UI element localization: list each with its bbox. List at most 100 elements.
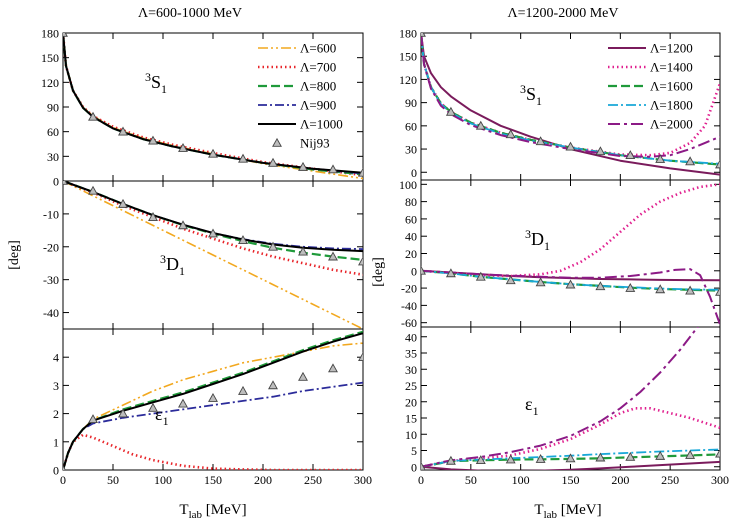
data-point-nij93	[208, 392, 218, 402]
data-point-nij93	[715, 448, 720, 458]
data-point-nij93	[178, 398, 188, 408]
legend-label: Λ=900	[300, 98, 336, 113]
data-point-nij93	[535, 136, 546, 146]
panel-label-subscript: 1	[544, 239, 550, 253]
y-tick-label: 20	[405, 247, 417, 261]
y-tick-label: 150	[399, 50, 417, 64]
series-line-1000	[63, 181, 363, 253]
y-tick-label: 15	[405, 412, 417, 426]
y-tick-label: 90	[47, 101, 59, 115]
panel-right-D1: -60 -40 -20 0 20 40 60 80 100 3D1	[399, 178, 721, 330]
data-point-nij93	[535, 453, 546, 463]
data-point-nij93	[358, 352, 363, 362]
x-tick-label: 250	[304, 473, 322, 487]
panel-right-S1: 03060901201501803S1Λ=1200Λ=1400Λ=1600Λ=1…	[399, 27, 721, 181]
panel-label: 3D1	[160, 252, 185, 278]
panel-label-subscript: 1	[163, 414, 169, 428]
data-point-nij93	[298, 246, 308, 256]
data-point-nij93	[685, 285, 696, 295]
data-point-nij93	[178, 142, 188, 152]
data-point-nij93	[715, 286, 720, 296]
data-point-nij93	[505, 275, 516, 285]
y-tick-label: 30	[405, 143, 417, 157]
data-point-nij93	[565, 279, 576, 289]
data-point-nij93	[445, 455, 456, 465]
data-point-nij93	[118, 198, 128, 208]
panel-frame	[420, 326, 721, 471]
series-line-900	[63, 181, 363, 250]
x-tick-label: 0	[60, 473, 66, 487]
data-point-nij93	[208, 148, 218, 158]
data-point-nij93	[63, 33, 68, 37]
legend-label: Λ=2000	[650, 117, 693, 132]
series-line-600	[63, 342, 363, 470]
y-tick-label: 0	[53, 464, 59, 478]
series-line-2000	[421, 33, 720, 158]
y-tick-label: -40	[43, 306, 59, 320]
data-point-nij93	[238, 385, 248, 395]
data-point-nij93	[88, 111, 98, 121]
y-tick-label: 0	[411, 460, 417, 474]
series-line-1400	[421, 407, 720, 469]
series-group	[421, 33, 720, 176]
data-point-nij93	[148, 212, 158, 221]
x-tick-label: 150	[204, 473, 222, 487]
y-tick-label: 0	[53, 175, 59, 189]
panel-label-letter: S	[526, 84, 536, 104]
data-point-nij93	[88, 414, 98, 424]
y-tick-label: 100	[399, 178, 417, 192]
legend-label: Λ=600	[300, 41, 336, 56]
right-x-axis-label-main: T	[534, 502, 543, 518]
data-point-nij93	[118, 408, 128, 418]
y-tick-label: 120	[41, 76, 59, 90]
panel-label-superscript: 3	[145, 70, 151, 84]
data-point-nij93	[268, 157, 278, 167]
x-tick-label: 200	[254, 473, 272, 487]
y-tick-label: 80	[405, 195, 417, 209]
right-column-title: Λ=1200-2000 MeV	[508, 6, 619, 21]
y-tick-label: 150	[41, 51, 59, 65]
y-tick-label: 2	[53, 407, 59, 421]
y-tick-label: 60	[47, 125, 59, 139]
panel-label-letter: ε	[155, 404, 163, 424]
x-tick-label: 50	[107, 473, 119, 487]
data-point-nij93	[535, 277, 546, 287]
data-point-nij93	[715, 159, 720, 169]
x-tick-label: 200	[611, 473, 629, 487]
left-x-axis-label-main: T	[179, 502, 188, 518]
panel-label-subscript: 1	[533, 404, 539, 418]
data-point-nij93	[445, 106, 456, 116]
data-point-nij93	[358, 256, 363, 266]
panel-label: ε1	[155, 404, 169, 428]
data-point-nij93	[238, 153, 248, 163]
y-tick-label: 35	[405, 347, 417, 361]
data-point-nij93	[505, 454, 516, 464]
data-point-nij93	[475, 455, 486, 465]
panel-label-subscript: 1	[161, 82, 167, 96]
data-point-nij93	[565, 453, 576, 463]
panel-label: ε1	[525, 394, 539, 418]
series-group	[63, 330, 363, 470]
y-tick-label: -10	[43, 207, 59, 221]
data-point-nij93	[475, 120, 486, 130]
series-group	[421, 327, 720, 470]
panel-label-superscript: 3	[520, 82, 526, 96]
y-tick-label: 10	[405, 428, 417, 442]
data-point-nij93	[595, 146, 606, 156]
data-point-nij93	[178, 220, 188, 230]
right-y-axis-label: [deg]	[371, 257, 386, 287]
left-x-axis-label: Tlab [MeV]	[179, 502, 246, 521]
y-tick-label: -20	[401, 282, 417, 296]
panel-label-letter: S	[151, 72, 161, 92]
panel-label-letter: D	[531, 229, 544, 249]
series-group	[63, 33, 363, 180]
data-point-nij93	[63, 464, 66, 470]
y-tick-label: 0	[411, 264, 417, 278]
x-tick-label: 250	[661, 473, 679, 487]
panel-label-subscript: 1	[179, 264, 185, 278]
data-point-nij93	[565, 141, 576, 151]
y-tick-label: 20	[405, 395, 417, 409]
data-point-nij93	[655, 153, 666, 163]
